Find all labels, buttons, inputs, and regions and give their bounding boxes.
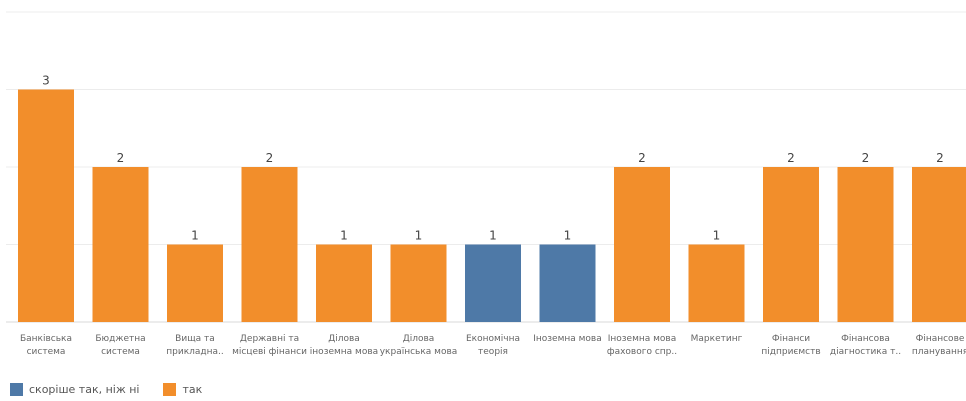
data-label: 1 (340, 229, 348, 243)
x-tick-label: фахового спр.. (607, 347, 677, 357)
x-tick-label: Державні та (240, 334, 299, 344)
bar[interactable] (92, 167, 149, 322)
bar[interactable] (539, 244, 596, 323)
x-tick-label: підприємств (761, 347, 820, 357)
x-tick-label: Іноземна мова (533, 334, 602, 344)
data-label: 2 (787, 151, 795, 165)
data-label: 1 (713, 229, 721, 243)
x-tick-label: Фінансове (916, 334, 965, 344)
x-tick-label: Ділова (328, 334, 360, 344)
bar[interactable] (688, 244, 745, 323)
data-label: 2 (117, 151, 125, 165)
data-label: 2 (936, 151, 944, 165)
x-tick-label: Іноземна мова (608, 334, 677, 344)
legend-swatch (163, 383, 177, 396)
x-tick-label: Фінанси (772, 334, 810, 344)
bar[interactable] (465, 244, 521, 323)
x-tick-label: система (101, 347, 140, 357)
data-label: 2 (638, 151, 646, 165)
legend-item-series-1: скоріше так, ніж ні (10, 383, 139, 396)
bar[interactable] (390, 244, 447, 323)
x-tick-label: українська мова (380, 347, 458, 357)
legend-item-series-2: так (163, 383, 202, 396)
bar[interactable] (167, 244, 223, 323)
legend-swatch (10, 383, 23, 396)
x-tick-label: планування (912, 347, 966, 357)
x-tick-label: Маркетинг (691, 334, 743, 344)
data-label: 1 (489, 229, 497, 243)
data-label: 1 (191, 229, 199, 243)
x-tick-label: іноземна мова (310, 347, 378, 357)
bar[interactable] (763, 167, 819, 322)
x-tick-label: діагностика т.. (830, 347, 901, 357)
x-tick-label: прикладна.. (166, 347, 224, 357)
x-tick-label: система (27, 347, 66, 357)
data-label: 1 (564, 229, 572, 243)
data-label: 2 (266, 151, 274, 165)
bar[interactable] (614, 167, 670, 322)
data-label: 1 (415, 229, 423, 243)
x-tick-label: Економічна (466, 334, 520, 344)
bar[interactable] (316, 244, 372, 323)
x-tick-label: Бюджетна (95, 334, 145, 344)
x-tick-label: Вища та (175, 334, 215, 344)
data-label: 2 (862, 151, 870, 165)
data-label: 3 (42, 74, 50, 88)
bar[interactable] (912, 167, 966, 322)
legend: скоріше так, ніж ні так (10, 383, 226, 396)
legend-label: скоріше так, ніж ні (29, 383, 140, 396)
bar[interactable] (18, 89, 74, 323)
x-tick-label: теорія (478, 347, 508, 357)
x-tick-label: Фінансова (841, 334, 890, 344)
legend-label: так (182, 383, 203, 396)
x-tick-label: Банківська (20, 334, 72, 344)
bar[interactable] (837, 167, 894, 322)
x-tick-label: місцеві фінанси (232, 347, 307, 357)
x-tick-label: Ділова (403, 334, 435, 344)
bar[interactable] (241, 167, 298, 322)
